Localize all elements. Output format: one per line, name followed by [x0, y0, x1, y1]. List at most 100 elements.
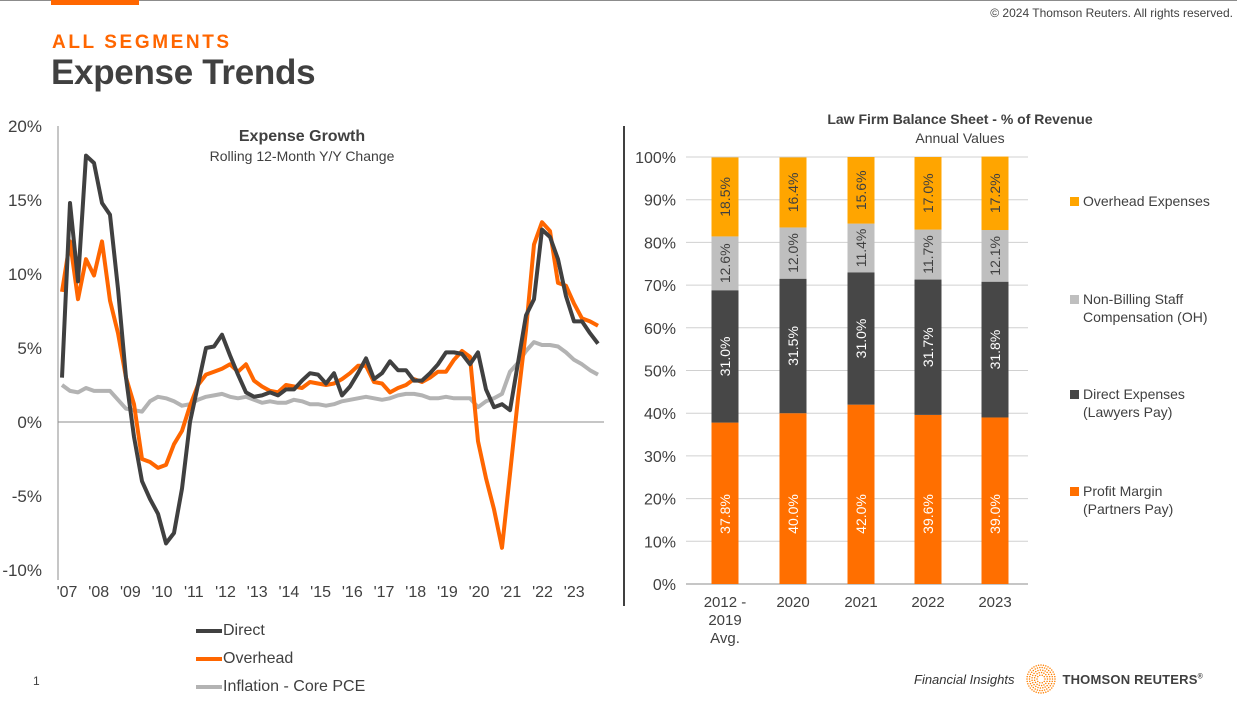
logo-dot [1040, 664, 1043, 666]
logo-dot [1051, 687, 1053, 689]
x-tick-label: 2023 [978, 594, 1011, 611]
bar-segment [981, 281, 1009, 418]
copyright-notice: © 2024 Thomson Reuters. All rights reser… [990, 6, 1233, 20]
bar-segment [981, 230, 1009, 282]
brand-text: THOMSON REUTERS [1062, 671, 1198, 687]
logo-dot [1041, 684, 1043, 687]
logo-dot [1049, 675, 1051, 678]
y-tick-label: 0% [653, 577, 676, 594]
logo-dot [1028, 685, 1031, 687]
financial-insights-label: Financial Insights [914, 671, 1015, 687]
bar-segment [914, 229, 942, 280]
legend-item: Direct Expenses (Lawyers Pay) [1070, 385, 1237, 421]
x-tick-label: Avg. [710, 630, 740, 647]
x-tick-label: '17 [374, 584, 395, 601]
line-chart-subtitle: Rolling 12-Month Y/Y Change [210, 148, 395, 164]
logo-dot [1037, 686, 1040, 689]
data-label: 12.6% [717, 243, 733, 283]
legend-label: Overhead [223, 650, 294, 667]
logo-dot [1042, 669, 1045, 671]
x-tick-label: '21 [500, 584, 521, 601]
logo-dot [1045, 673, 1048, 676]
y-tick-label: 30% [644, 449, 676, 466]
y-tick-label: 10% [644, 534, 676, 551]
legend-label: Compensation (OH) [1083, 309, 1208, 325]
logo-dot [1049, 688, 1052, 691]
y-tick-label: 5% [17, 339, 42, 358]
x-tick-label: '23 [564, 584, 585, 601]
legend-swatch [1070, 295, 1079, 304]
logo-dot [1051, 669, 1053, 671]
x-tick-label: '22 [532, 584, 553, 601]
logo-dot [1034, 677, 1036, 679]
data-label: 31.0% [853, 319, 869, 359]
bar-segment [779, 157, 807, 228]
legend-label: Direct Expenses [1070, 385, 1237, 403]
logo-dot [1043, 664, 1045, 666]
logo-dot [1051, 682, 1053, 685]
x-tick-label: '10 [152, 584, 173, 601]
logo-dot [1044, 678, 1047, 680]
bar-segment [914, 157, 942, 230]
logo-dot [1027, 673, 1030, 675]
logo-dot [1052, 671, 1055, 673]
x-tick-label: 2019 [708, 612, 741, 629]
logo-dot [1026, 678, 1029, 680]
x-tick-label: '15 [310, 584, 331, 601]
logo-dot [1033, 690, 1036, 692]
x-tick-label: '20 [469, 584, 490, 601]
bar-segment [847, 272, 875, 405]
logo-dot [1044, 667, 1046, 669]
logo-dot [1038, 692, 1040, 694]
legend-label: (Lawyers Pay) [1083, 404, 1173, 420]
data-label: 16.4% [785, 173, 801, 213]
logo-dot [1036, 683, 1039, 685]
logo-dot [1054, 675, 1056, 678]
data-label: 17.2% [987, 173, 1003, 213]
data-label: 42.0% [853, 494, 869, 534]
logo-dot [1046, 680, 1049, 683]
x-tick-label: '07 [57, 584, 78, 601]
legend-label: Direct [223, 622, 265, 639]
logo-dot [1050, 685, 1052, 687]
bar-segment [981, 156, 1009, 231]
logo-dot [1029, 687, 1032, 689]
line-chart-legend: Direct Overhead Inflation - Core PCE [196, 617, 365, 701]
logo-dot [1048, 686, 1050, 689]
logo-dot [1052, 685, 1055, 687]
logo-dot [1043, 680, 1046, 683]
data-label: 11.4% [853, 229, 869, 268]
x-tick-label: '13 [247, 584, 268, 601]
logo-dot [1048, 669, 1050, 672]
x-tick-label: '09 [120, 584, 141, 601]
logo-dot [1035, 670, 1038, 673]
logo-dot [1027, 683, 1030, 685]
line-chart-title: Expense Growth [239, 128, 365, 145]
footer-branding: Financial Insights THOMSON REUTERS® [914, 664, 1203, 694]
logo-dot [1026, 680, 1029, 683]
logo-dot [1050, 671, 1052, 673]
y-tick-label: 100% [635, 150, 676, 167]
series-line-direct [60, 153, 600, 546]
bar-segment [711, 157, 739, 237]
logo-dot [1029, 678, 1031, 680]
x-tick-label: '14 [278, 584, 299, 601]
y-tick-label: 80% [644, 235, 676, 252]
legend-item-overhead: Overhead [196, 645, 365, 673]
bar-segment [711, 422, 739, 584]
legend-swatch-inflation [196, 685, 222, 689]
page-title: Expense Trends [51, 53, 316, 92]
bar-segment [779, 227, 807, 279]
logo-dot [1048, 673, 1050, 676]
balance-sheet-chart: 100% 90% 80% 70% 60% 50% 40% 30% 20% 10% 0% 37.8% 3… [635, 111, 1093, 647]
brand-name: THOMSON REUTERS® [1062, 672, 1203, 687]
logo-dot [1041, 689, 1044, 692]
logo-dot [1035, 685, 1038, 688]
logo-dot [1043, 684, 1046, 686]
data-label: 12.0% [785, 233, 801, 273]
x-tick-label: 2021 [844, 594, 877, 611]
bar-segment [914, 279, 942, 415]
logo-dot [1045, 691, 1047, 693]
y-tick-label: 50% [644, 364, 676, 381]
bar-chart-subtitle: Annual Values [915, 130, 1004, 146]
